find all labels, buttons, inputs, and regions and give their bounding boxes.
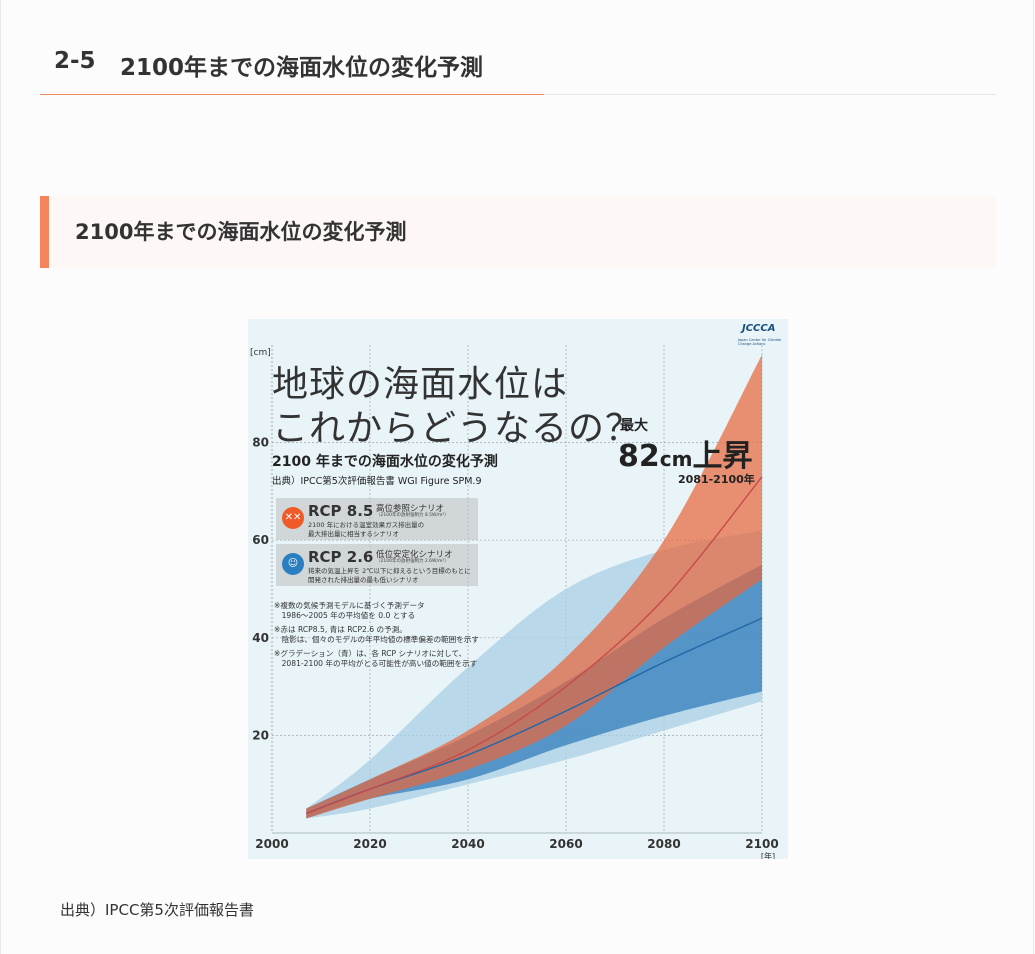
jccca-logo-subtitle: Japan Center for Climate Change Actions: [738, 338, 782, 346]
y-tick-label: 20: [252, 728, 269, 742]
section-title: 2100年までの海面水位の変化予測: [120, 55, 484, 81]
smile-face-icon: ☺: [282, 553, 304, 575]
figure-main-title: 地球の海面水位は これからどうなるの？: [272, 363, 642, 451]
max-value: 82cm上昇: [618, 431, 752, 475]
max-unit: cm: [659, 447, 693, 471]
max-suffix: 上昇: [692, 439, 753, 474]
scenario-name: RCP 8.5: [308, 502, 374, 520]
x-axis-unit: [年]: [761, 851, 775, 859]
scenario-forcing: （2100年の放射強制力 2.6W/m²）: [376, 559, 449, 564]
figure-notes: ※複数の気候予測モデルに基づく予測データ 1986～2005 年の平均値を 0.…: [274, 601, 479, 674]
note-line: ※複数の気候予測モデルに基づく予測データ: [274, 601, 425, 610]
scenario-type: 高位参照シナリオ: [376, 504, 445, 514]
scenario-type: 低位安定化シナリオ: [376, 550, 453, 560]
figure-title-line1: 地球の海面水位は: [272, 364, 569, 405]
x-tick-label: 2000: [255, 837, 288, 851]
box-heading: 2100年までの海面水位の変化予測: [40, 196, 996, 268]
heading-accent-line: [40, 94, 544, 95]
note-line: ※赤は RCP8.5, 青は RCP2.6 の予測。: [274, 625, 407, 635]
rcp85-mean-line: [306, 476, 763, 815]
note-line: 2081-2100 年の平均がとる可能性が高い値の範囲を示す: [274, 658, 478, 668]
scenario-desc-line1: 将来の気温上昇を 2℃以下に抑えるという目標のもとに: [308, 567, 471, 575]
x-tick-label: 2080: [647, 837, 680, 851]
note-line: 1986～2005 年の平均値を 0.0 とする: [274, 610, 416, 620]
note-line: ※グラデーション（青）は、各 RCP シナリオに対して、: [274, 649, 467, 659]
scenario-name: RCP 2.6: [308, 548, 374, 566]
scenario-forcing: （2100年の放射強制力 8.5W/m²）: [376, 513, 449, 518]
scenario-description: 2100 年における温室効果ガス排出量の 最大排出量に相当するシナリオ: [308, 521, 424, 539]
y-tick-label: 80: [252, 436, 269, 450]
box-heading-accent-bar: [40, 196, 49, 268]
scenario-rcp85: ✕✕ RCP 8.5 高位参照シナリオ （2100年の放射強制力 8.5W/m²…: [276, 498, 478, 540]
figure-subtitle: 2100 年までの海面水位の変化予測: [272, 454, 498, 470]
scenario-description: 将来の気温上昇を 2℃以下に抑えるという目標のもとに 開発された排出量の最も低い…: [308, 567, 471, 585]
max-label: 最大: [620, 418, 648, 434]
figure-caption: 出典）IPCC第5次評価報告書: [60, 901, 254, 919]
jccca-logo: JCCCA: [742, 323, 776, 334]
scenario-desc-line1: 2100 年における温室効果ガス排出量の: [308, 521, 425, 529]
note-1: ※複数の気候予測モデルに基づく予測データ 1986～2005 年の平均値を 0.…: [274, 601, 479, 620]
y-axis-unit: [cm]: [250, 348, 271, 358]
x-tick-label: 2040: [451, 837, 484, 851]
scenario-rcp26: ☺ RCP 2.6 低位安定化シナリオ （2100年の放射強制力 2.6W/m²…: [276, 544, 478, 586]
note-2: ※赤は RCP8.5, 青は RCP2.6 の予測。 陰影は、個々のモデルの年平…: [274, 625, 479, 644]
x-tick-label: 2020: [353, 837, 386, 851]
scenario-desc-line2: 開発された排出量の最も低いシナリオ: [308, 576, 419, 584]
sad-face-icon: ✕✕: [282, 507, 304, 529]
note-line: 陰影は、個々のモデルの年平均値の標準偏差の範囲を示す: [274, 634, 480, 644]
x-tick-label: 2060: [549, 837, 582, 851]
x-tick-label: 2100: [745, 837, 778, 851]
y-tick-label: 40: [252, 631, 269, 645]
scenario-desc-line2: 最大排出量に相当するシナリオ: [308, 530, 399, 538]
figure-title-line2: これからどうなるの？: [272, 408, 643, 449]
figure-source: 出典）IPCC第5次評価報告書 WGI Figure SPM.9: [272, 476, 482, 487]
box-heading-title: 2100年までの海面水位の変化予測: [75, 220, 407, 244]
sea-level-figure: 2000 2020 2040 2060 2080 2100 20 40 60 80 [cm] [年] …: [248, 319, 788, 859]
y-tick-label: 60: [252, 533, 269, 547]
section-heading: 2-5 2100年までの海面水位の変化予測: [40, 38, 996, 95]
max-number: 82: [618, 439, 660, 474]
note-3: ※グラデーション（青）は、各 RCP シナリオに対して、 2081-2100 年…: [274, 649, 479, 668]
section-number: 2-5: [54, 48, 96, 74]
max-period: 2081-2100年: [678, 473, 755, 486]
